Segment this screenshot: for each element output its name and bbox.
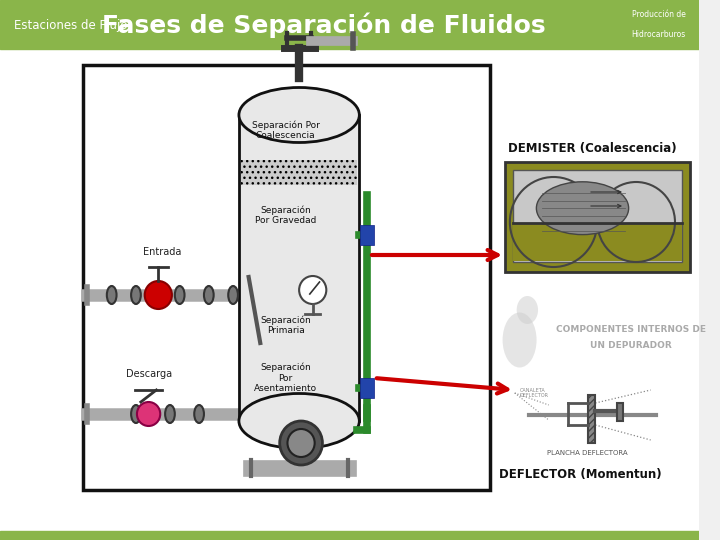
Ellipse shape — [536, 182, 629, 234]
Ellipse shape — [239, 394, 359, 449]
Ellipse shape — [131, 286, 141, 304]
Text: Separación Por
Coalescencia: Separación Por Coalescencia — [251, 120, 320, 140]
Bar — [513, 170, 682, 262]
Bar — [588, 395, 595, 443]
Circle shape — [145, 281, 172, 309]
Ellipse shape — [194, 405, 204, 423]
Text: Entrada: Entrada — [143, 247, 181, 257]
Bar — [513, 222, 682, 261]
Bar — [0, 49, 699, 531]
Ellipse shape — [107, 286, 117, 304]
Ellipse shape — [239, 87, 359, 143]
Text: Estaciones de Flujo.: Estaciones de Flujo. — [14, 19, 130, 32]
Text: UN DEPURADOR: UN DEPURADOR — [590, 341, 672, 349]
Bar — [241, 160, 357, 185]
Text: Fases de Separación de Fluidos: Fases de Separación de Fluidos — [102, 13, 546, 38]
Circle shape — [279, 421, 323, 465]
Bar — [0, 531, 699, 540]
Text: Producción de: Producción de — [631, 10, 685, 19]
Ellipse shape — [175, 286, 184, 304]
Circle shape — [299, 276, 326, 304]
Text: Hidrocarburos: Hidrocarburos — [631, 30, 685, 39]
Text: Descarga: Descarga — [125, 369, 171, 379]
Text: CANALETA
DEFLECTOR: CANALETA DEFLECTOR — [520, 388, 549, 399]
Circle shape — [137, 402, 161, 426]
Text: COMPONENTES INTERNOS DE: COMPONENTES INTERNOS DE — [557, 326, 706, 334]
Circle shape — [287, 429, 315, 457]
Ellipse shape — [517, 296, 538, 324]
Bar — [239, 115, 359, 421]
Bar — [360, 225, 374, 245]
Text: Separación
Por Gravedad: Separación Por Gravedad — [255, 205, 316, 225]
Ellipse shape — [131, 405, 141, 423]
Bar — [617, 403, 623, 421]
Ellipse shape — [165, 405, 175, 423]
Text: DEMISTER (Coalescencia): DEMISTER (Coalescencia) — [508, 142, 677, 155]
Text: PLANCHA DEFLECTORA: PLANCHA DEFLECTORA — [547, 450, 628, 456]
Bar — [83, 65, 490, 490]
Ellipse shape — [503, 313, 536, 368]
Bar — [505, 162, 690, 272]
Bar — [360, 378, 374, 398]
Ellipse shape — [228, 286, 238, 304]
Ellipse shape — [204, 286, 214, 304]
Text: Separación
Por
Asentamiento: Separación Por Asentamiento — [254, 363, 317, 393]
Text: Separación
Primaria: Separación Primaria — [260, 315, 311, 335]
Text: DEFLECTOR (Momentun): DEFLECTOR (Momentun) — [500, 468, 662, 481]
Bar — [0, 0, 699, 49]
